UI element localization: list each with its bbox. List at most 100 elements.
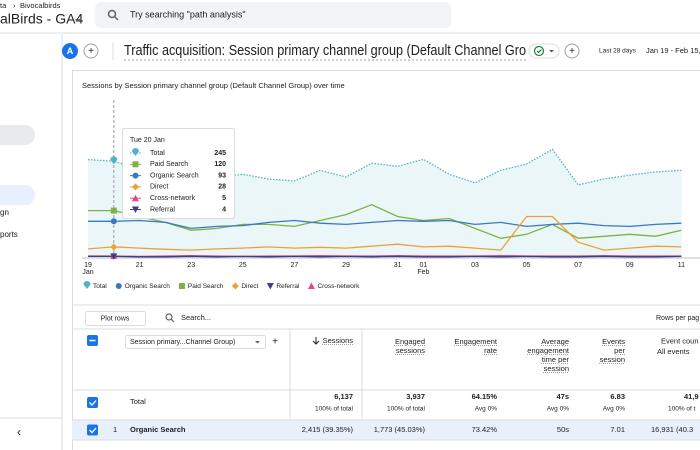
marker: [307, 282, 315, 289]
x-tick-label: 23: [187, 262, 195, 269]
cell-value: 7.01: [610, 425, 625, 434]
add-dimension[interactable]: +: [272, 337, 278, 348]
tooltip-name: Paid Search: [150, 161, 188, 168]
property-name[interactable]: alBirds - GA4: [0, 11, 83, 27]
nav-item[interactable]: [0, 185, 35, 205]
legend-label[interactable]: Referral: [276, 283, 300, 290]
tooltip-name: Cross-network: [150, 195, 196, 202]
cell-value: 50s: [557, 425, 569, 434]
column-subheader: All events: [657, 347, 690, 356]
nav-label[interactable]: gn: [0, 208, 9, 217]
date-range-label: Last 28 days: [599, 48, 637, 55]
legend-label[interactable]: Direct: [241, 283, 258, 290]
marker: [132, 206, 139, 213]
total-value: 47s: [556, 392, 569, 401]
dimension-label: Session primary...Channel Group): [130, 339, 235, 346]
x-tick-label: 03: [471, 262, 479, 269]
marker: [110, 156, 118, 165]
search-box[interactable]: [95, 2, 451, 28]
chart-title: Sessions by Session primary channel grou…: [82, 81, 345, 90]
cell-value: 73.42%: [472, 425, 498, 434]
legend-label[interactable]: Paid Search: [188, 283, 224, 290]
column-header: Average engagement time per session: [527, 337, 569, 373]
report-title: Traffic acquisition: Session primary cha…: [124, 43, 526, 59]
total-sub: 100% of t: [668, 406, 696, 413]
total-sub: Avg 0%: [603, 406, 626, 413]
cell-value: 1,773 (45.03%): [374, 425, 426, 434]
x-tick-label: 25: [239, 262, 247, 269]
table-row[interactable]: [72, 420, 700, 440]
dimension-select[interactable]: [125, 335, 266, 349]
marker: [132, 161, 139, 168]
search-icon: [113, 15, 119, 21]
tooltip: [122, 128, 235, 219]
marker: [83, 281, 91, 289]
marker: [231, 282, 239, 290]
column-header: Engagement rate: [454, 337, 497, 355]
total-sub: 100% of total: [387, 406, 425, 413]
add-comparison[interactable]: [83, 43, 99, 59]
series-line: [88, 219, 682, 230]
x-tick-month: Feb: [417, 269, 429, 276]
x-tick-label: 01: [420, 262, 428, 269]
breadcrumb[interactable]: Bivocalbirds: [20, 1, 61, 10]
marker: [115, 283, 122, 289]
marker: [132, 148, 139, 156]
plot-rows-button[interactable]: [85, 311, 146, 326]
marker: [178, 283, 185, 289]
check-icon: [533, 45, 545, 57]
plus-icon: +: [569, 46, 575, 57]
search-placeholder: Try searching "path analysis": [130, 9, 246, 19]
x-tick-month: Jan: [82, 269, 93, 276]
add-button[interactable]: [564, 43, 580, 59]
tooltip-value: 245: [214, 150, 226, 157]
x-tick-label: 21: [136, 262, 144, 269]
x-tick-label: 05: [523, 262, 531, 269]
total-value: 41,9: [684, 392, 699, 401]
series-line: [87, 215, 682, 251]
total-sub: 100% of total: [315, 406, 353, 413]
plot-rows-label: Plot rows: [101, 315, 130, 322]
marker: [110, 207, 117, 214]
x-tick-label: 29: [342, 262, 350, 269]
tooltip-name: Organic Search: [150, 172, 199, 179]
avatar-letter: A: [67, 46, 74, 56]
x-tick-label: 31: [394, 262, 402, 269]
series-line: [87, 148, 682, 186]
cell-value: 2,415 (39.35%): [302, 425, 354, 434]
check-icon: [536, 49, 542, 54]
dropdown-icon: [255, 341, 260, 344]
dropdown-icon: [549, 50, 554, 53]
collapse-button[interactable]: ‹: [17, 425, 21, 439]
search-icon: [107, 9, 117, 19]
nav-item[interactable]: [0, 125, 35, 145]
search-icon: [170, 318, 175, 323]
tooltip-value: 120: [214, 161, 226, 168]
marker: [132, 194, 139, 202]
x-tick-label: 19: [84, 262, 92, 269]
tooltip-name: Direct: [150, 184, 168, 191]
series-line: [88, 254, 682, 258]
tooltip-value: 28: [218, 184, 226, 191]
legend-label[interactable]: Cross-network: [317, 283, 360, 290]
row-checkbox[interactable]: [87, 397, 98, 408]
marker: [110, 253, 118, 260]
tooltip-name: Referral: [150, 206, 175, 213]
legend-label[interactable]: Total: [93, 283, 107, 290]
legend-label[interactable]: Organic Search: [125, 283, 171, 290]
total-sub: Avg 0%: [475, 406, 498, 413]
row-checkbox[interactable]: [87, 424, 98, 436]
plus-icon: +: [88, 46, 94, 57]
x-tick-label: 27: [291, 262, 299, 269]
date-range[interactable]: Jan 19 - Feb 15,: [646, 46, 700, 55]
total-label: Total: [130, 397, 146, 406]
table-search[interactable]: Search...: [181, 313, 211, 322]
row-name[interactable]: Organic Search: [130, 425, 186, 434]
nav-label[interactable]: ports: [0, 230, 18, 239]
dropdown-icon[interactable]: [75, 19, 81, 22]
tooltip-date: Tue 20 Jan: [130, 137, 165, 144]
avatar[interactable]: [62, 43, 78, 59]
sort-icon: [312, 337, 320, 345]
